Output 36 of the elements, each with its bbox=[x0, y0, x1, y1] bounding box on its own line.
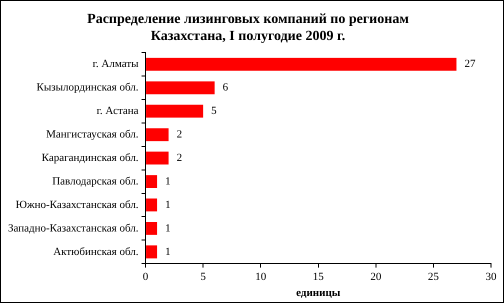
x-tick-label: 30 bbox=[486, 271, 497, 284]
x-tick-label: 15 bbox=[312, 271, 324, 284]
data-label: 1 bbox=[165, 175, 171, 188]
data-label: 2 bbox=[176, 152, 182, 164]
y-tick-label: Кызылординская обл. bbox=[36, 82, 139, 94]
bar bbox=[146, 198, 158, 212]
y-tick-label: Карагандинская обл. bbox=[42, 152, 139, 164]
x-tick-label: 10 bbox=[255, 271, 267, 284]
y-tick-label: г. Алматы bbox=[92, 58, 140, 70]
data-label: 1 bbox=[165, 222, 171, 234]
bar bbox=[146, 175, 158, 188]
y-tick-label: Мангистауская обл. bbox=[46, 128, 139, 141]
bar bbox=[146, 128, 169, 142]
bar bbox=[146, 81, 215, 94]
data-label: 1 bbox=[165, 246, 171, 258]
bar bbox=[146, 245, 158, 258]
y-tick-label: Западно-Казахстанская обл. bbox=[8, 222, 139, 234]
y-tick-label: Павлодарская обл. bbox=[52, 175, 139, 188]
x-tick-label: 0 bbox=[142, 271, 149, 284]
data-label: 1 bbox=[165, 198, 171, 211]
data-label: 27 bbox=[464, 58, 476, 70]
data-label: 5 bbox=[211, 105, 218, 118]
bar bbox=[146, 222, 158, 235]
data-label: 6 bbox=[222, 82, 229, 94]
x-tick-label: 5 bbox=[200, 271, 206, 284]
bar bbox=[146, 104, 204, 118]
x-tick-label: 25 bbox=[428, 271, 440, 284]
bar bbox=[146, 58, 456, 71]
bar bbox=[146, 152, 169, 165]
data-label: 2 bbox=[176, 128, 182, 141]
x-axis-title: единицы bbox=[296, 287, 341, 300]
chart-title: Распределение лизинговых компаний по регионам Казахстана, I полугодие 2009 г. bbox=[87, 12, 410, 44]
y-tick-label: Актюбинская обл. bbox=[53, 246, 139, 258]
y-tick-label: Южно-Казахстанская обл. bbox=[16, 198, 139, 211]
x-tick-label: 20 bbox=[370, 271, 382, 284]
y-tick-label: г. Астана bbox=[96, 105, 139, 118]
